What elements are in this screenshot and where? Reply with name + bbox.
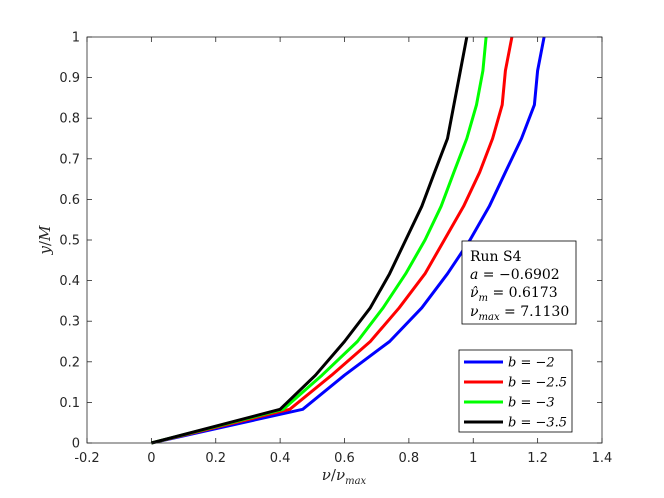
series-lines [151,36,546,445]
annotation-nu-max: νmax = 7.1130 [470,304,569,323]
annotation-a: a = −0.6902 [470,267,560,283]
series-line-1 [151,36,546,445]
plot-frame [86,36,603,444]
series-line-3 [151,36,488,445]
y-tick-label: 0.5 [59,234,80,249]
y-tick-label: 0.3 [59,315,80,330]
y-tick-label: 0.4 [59,274,80,289]
x-tick-label: -0.2 [74,451,99,466]
y-tick-label: 0.1 [59,396,80,411]
axis-ticks: -0.2 0 0.2 0.4 0.6 0.8 1 1.2 1.400.10.20.30.40.5… [59,31,612,467]
y-axis-label: y/M [36,225,54,256]
x-tick-label: 0.6 [334,451,355,466]
y-tick-label: 1 [72,31,80,46]
annotation-run: Run S4 [470,249,522,265]
y-tick-label: 0.2 [59,355,80,370]
x-tick-label: 0.8 [399,451,420,466]
x-tick-label: 0 [147,451,155,466]
series-line-4 [151,36,469,445]
x-tick-label: 1 [469,451,477,466]
x-tick-label: 0.4 [270,451,291,466]
legend-label: b = −3.5 [508,416,567,431]
x-tick-label: 1.4 [592,451,613,466]
y-tick-label: 0.6 [59,193,80,208]
annotation-nu-m: ν̂m = 0.6173 [470,285,558,304]
y-tick-label: 0.9 [59,71,80,86]
annotation-box: Run S4 a = −0.6902 ν̂m = 0.6173 νmax = 7… [461,240,577,325]
y-tick-label: 0.8 [59,112,80,127]
legend-label: b = −2.5 [508,376,567,391]
x-tick-label: 0.2 [205,451,226,466]
y-tick-label: 0.7 [59,152,80,167]
legend-label: b = −2 [508,356,555,371]
legend: b = −2 b = −2.5 b = −3 b = −3.5 [458,349,573,433]
x-axis-label: ν/νmax [322,466,367,487]
series-line-2 [151,36,514,445]
y-tick-label: 0 [72,437,80,452]
legend-label: b = −3 [508,396,555,411]
x-tick-label: 1.2 [527,451,548,466]
